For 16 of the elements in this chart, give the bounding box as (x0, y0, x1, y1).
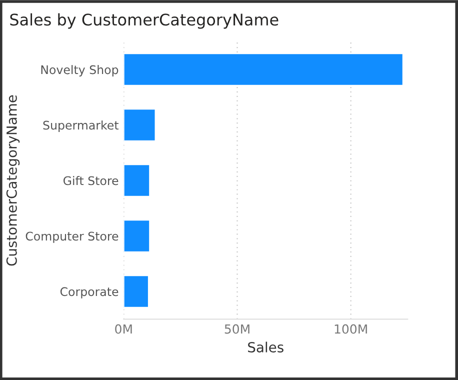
bar (124, 108, 156, 142)
y-axis-title: CustomerCategoryName (6, 95, 20, 266)
bar (124, 164, 150, 198)
y-tick-label: Computer Store (26, 232, 118, 243)
bar (124, 274, 150, 308)
bar (124, 219, 150, 253)
y-tick-label: Novelty Shop (41, 65, 118, 76)
y-tick-label: Supermarket (43, 120, 119, 132)
chart-title: Sales by CustomerCategoryName (10, 13, 278, 29)
x-tick-label: 0M (115, 324, 132, 334)
y-tick-label: Gift Store (64, 176, 118, 186)
y-tick-label: Corporate (60, 287, 118, 298)
bar (124, 52, 404, 86)
x-tick-label: 50M (224, 324, 250, 334)
x-axis-title: Sales (248, 342, 284, 352)
x-tick-label: 100M (334, 324, 367, 334)
